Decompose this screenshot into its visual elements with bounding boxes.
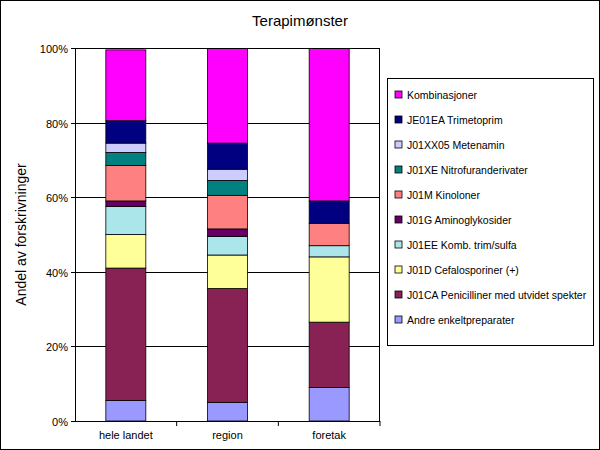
y-axis-label: Andel av forskrivninger: [13, 163, 29, 306]
bar-segment: [106, 143, 146, 152]
legend-swatch: [395, 241, 402, 248]
bar-segment: [208, 255, 248, 289]
category-label: hele landet: [99, 429, 153, 441]
legend-label: JE01EA Trimetoprim: [407, 114, 503, 126]
tick-mark: [71, 197, 75, 198]
bar-segment: [106, 50, 146, 121]
bars: [106, 48, 349, 421]
legend-label: Andre enkeltpreparater: [407, 314, 515, 326]
bar-segment: [208, 143, 248, 169]
tick-label: 40%: [46, 267, 68, 279]
bar-segment: [208, 169, 248, 180]
bar-segment: [106, 235, 146, 269]
tick-mark: [71, 272, 75, 273]
bar-segment: [208, 236, 248, 255]
plot-frame: [76, 49, 380, 422]
tick-mark: [71, 346, 75, 347]
bar-segment: [208, 195, 248, 229]
bar-segment: [208, 229, 248, 236]
tick-mark: [71, 123, 75, 124]
tick-mark: [71, 421, 75, 422]
bar-segment: [309, 257, 349, 322]
legend-swatch: [395, 266, 402, 273]
bar-segment: [309, 48, 349, 201]
legend-label: Kombinasjoner: [407, 89, 478, 101]
legend-label: J01G Aminoglykosider: [407, 214, 512, 226]
tick-mark: [71, 48, 75, 49]
bar-segment: [106, 165, 146, 200]
tick-label: 80%: [46, 118, 68, 130]
plot-area: [75, 48, 380, 421]
bar-segment: [106, 268, 146, 400]
legend-label: J01XE Nitrofuranderivater: [407, 164, 528, 176]
legend-swatch: [395, 216, 402, 223]
category-label: foretak: [312, 429, 346, 441]
bar-segment: [106, 400, 146, 421]
legend-label: J01XX05 Metenamin: [407, 139, 505, 151]
legend-swatch: [395, 116, 402, 123]
legend-box: [388, 79, 594, 346]
tick-label: 20%: [46, 341, 68, 353]
legend-label: J01M Kinoloner: [407, 189, 480, 201]
bar-segment: [106, 152, 146, 165]
legend-label: J01D Cefalosporiner (+): [407, 264, 519, 276]
bar-segment: [208, 289, 248, 403]
bar-segment: [309, 201, 349, 223]
bar-segment: [106, 121, 146, 143]
bar-segment: [106, 201, 146, 207]
legend-swatch: [395, 141, 402, 148]
legend-label: J01EE Komb. trim/sulfa: [407, 239, 517, 251]
tick-label: 60%: [46, 192, 68, 204]
bar-segment: [309, 322, 349, 387]
bar-segment: [309, 246, 349, 257]
legend-swatch: [395, 166, 402, 173]
legend-label: J01CA Penicilliner med utvidet spekter: [407, 289, 587, 301]
legend-swatch: [395, 191, 402, 198]
bar-segment: [208, 180, 248, 195]
legend-swatch: [395, 91, 402, 98]
category-label: region: [212, 429, 243, 441]
tick-label: 0%: [52, 416, 68, 428]
legend-swatch: [395, 316, 402, 323]
legend-swatch: [395, 291, 402, 298]
bar-segment: [309, 223, 349, 245]
chart-background: [1, 1, 600, 450]
bar-segment: [208, 48, 248, 143]
bar-segment: [106, 207, 146, 235]
chart: Terapimønster Andel av forskrivninger 0% 20…: [0, 0, 600, 450]
tick-label: 100%: [40, 43, 68, 55]
bar-segment: [309, 387, 349, 421]
bar-segment: [208, 402, 248, 421]
title: Terapimønster: [252, 12, 348, 29]
